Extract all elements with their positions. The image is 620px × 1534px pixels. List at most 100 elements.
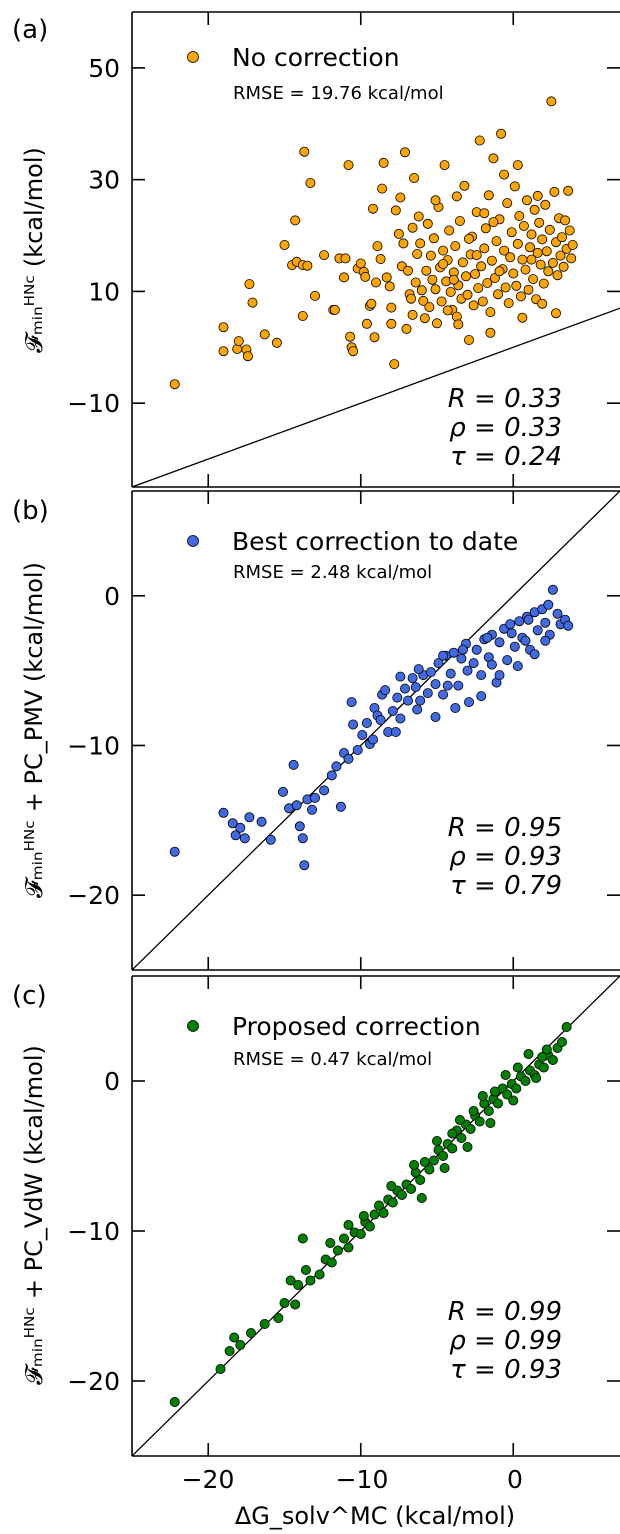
data-point [526, 229, 537, 240]
data-point [450, 703, 461, 714]
data-point [442, 305, 453, 316]
data-point [564, 225, 575, 236]
data-point [300, 1265, 311, 1276]
data-point [512, 661, 523, 672]
data-point [244, 812, 255, 823]
data-point [471, 644, 482, 655]
data-point [512, 160, 523, 171]
panel-c-stat-r: R = 0.99 [448, 1297, 562, 1327]
data-point [460, 271, 471, 282]
data-point [537, 234, 548, 245]
data-point [230, 830, 241, 841]
data-point [375, 253, 386, 264]
data-point [430, 712, 441, 723]
data-point [288, 759, 299, 770]
data-point [357, 730, 368, 741]
data-point [502, 1089, 513, 1100]
data-point [413, 664, 424, 675]
data-point [468, 1106, 479, 1117]
data-point [319, 250, 330, 261]
data-point [488, 217, 499, 228]
data-point [381, 272, 392, 283]
y-tick-label: 30 [88, 166, 120, 195]
data-point [399, 147, 410, 158]
data-point [454, 215, 465, 226]
data-point [431, 318, 442, 329]
data-point [439, 160, 450, 171]
data-point [486, 255, 497, 266]
data-point [340, 253, 351, 264]
y-tick-label: −10 [67, 389, 120, 418]
data-point [500, 1070, 511, 1081]
data-point [169, 379, 180, 390]
data-point [294, 821, 305, 832]
panel-a-data-area [132, 96, 620, 487]
data-point [488, 153, 499, 164]
x-tick-label: −10 [336, 1465, 389, 1494]
data-point [409, 172, 420, 183]
data-point [256, 816, 267, 827]
panel-c-rmse: RMSE = 0.47 kcal/mol [233, 1049, 432, 1070]
data-point [378, 157, 389, 168]
data-point [407, 222, 418, 233]
data-point [395, 671, 406, 682]
data-point [402, 695, 413, 706]
data-point [415, 1175, 426, 1186]
data-point [540, 199, 551, 210]
data-point [541, 1044, 552, 1055]
data-point [396, 1190, 407, 1201]
data-point [468, 658, 479, 669]
data-point [517, 254, 528, 265]
data-point [502, 655, 513, 666]
data-point [528, 274, 539, 285]
data-point [557, 232, 568, 243]
data-point [424, 1164, 435, 1175]
data-point [438, 1151, 449, 1162]
data-point [367, 203, 378, 214]
data-point [398, 238, 409, 249]
data-point [416, 1193, 427, 1204]
data-point [520, 264, 531, 275]
data-point [485, 1118, 496, 1129]
reference-line-y-equals-x [132, 307, 620, 487]
y-tick-label: −20 [67, 881, 120, 910]
data-point [407, 673, 418, 684]
data-point [477, 296, 488, 307]
data-point [557, 1037, 568, 1048]
data-point [551, 308, 562, 319]
data-point [438, 689, 449, 700]
data-point [476, 670, 487, 681]
data-point [456, 1133, 467, 1144]
data-point [235, 1340, 246, 1351]
data-point [343, 1242, 354, 1253]
panel-b-stat-r: R = 0.95 [448, 813, 562, 843]
data-point [326, 1257, 337, 1268]
data-point [325, 1238, 336, 1249]
data-point [529, 649, 540, 660]
data-point [547, 257, 558, 268]
y-tick-label: 10 [88, 277, 120, 306]
data-point [436, 296, 447, 307]
data-point [453, 319, 464, 330]
data-point [218, 346, 229, 357]
data-point [387, 706, 398, 717]
data-point [291, 800, 302, 811]
data-point [558, 261, 569, 272]
panel-a-frame [131, 11, 620, 488]
data-point [523, 614, 534, 625]
data-point [259, 1319, 270, 1330]
data-point [463, 334, 474, 345]
data-point [438, 650, 449, 661]
data-point [482, 632, 493, 643]
data-point [279, 239, 290, 250]
data-point [465, 1124, 476, 1135]
panel-b-stat-rho: ρ = 0.93 [449, 842, 562, 872]
data-point [453, 680, 464, 691]
data-point [297, 310, 308, 321]
panel-b-legend-label: Best correction to date [232, 527, 518, 556]
data-point [421, 265, 432, 276]
data-point [343, 753, 354, 764]
data-point [508, 1095, 519, 1106]
data-point [476, 691, 487, 702]
